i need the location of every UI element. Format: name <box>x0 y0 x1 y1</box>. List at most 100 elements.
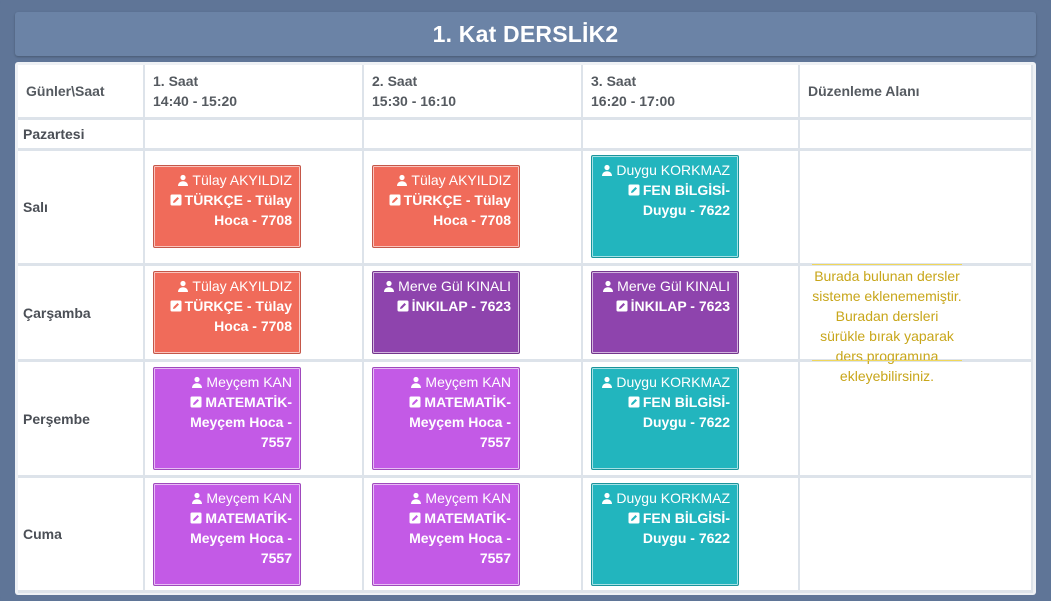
lesson-name: MATEMATİK- Meyçem Hoca - 7557 <box>409 510 511 566</box>
user-icon <box>192 492 203 504</box>
edit-area-cell[interactable] <box>800 120 1033 151</box>
lesson-card[interactable]: Merve Gül KINALI İNKILAP - 7623 <box>591 271 739 354</box>
schedule-table: Günler\Saat 1. Saat 14:40 - 15:20 2. Saat… <box>18 65 1033 593</box>
slot-cell[interactable]: Duygu KORKMAZ FEN BİLGİSİ- Duygu - 7622 <box>583 362 800 478</box>
header-row: Günler\Saat 1. Saat 14:40 - 15:20 2. Saat… <box>18 65 1033 120</box>
teacher-name: Meyçem KAN <box>206 374 292 390</box>
user-icon <box>411 376 422 388</box>
user-icon <box>384 280 395 292</box>
column-header-edit-area: Düzenleme Alanı <box>800 65 1033 120</box>
slot-cell[interactable]: Meyçem KAN MATEMATİK- Meyçem Hoca - 7557 <box>364 478 583 593</box>
slot-cell[interactable] <box>364 120 583 151</box>
slot-label: 1. Saat <box>153 73 199 89</box>
teacher-name: Tülay AKYILDIZ <box>192 172 292 188</box>
header-bar: 1. Kat DERSLİK2 <box>15 12 1036 56</box>
lesson-card[interactable]: Tülay AKYILDIZ TÜRKÇE - Tülay Hoca - 770… <box>153 165 301 248</box>
edit-icon <box>170 194 182 206</box>
lesson-card[interactable]: Meyçem KAN MATEMATİK- Meyçem Hoca - 7557 <box>372 367 520 470</box>
slot-cell[interactable]: Tülay AKYILDIZ TÜRKÇE - Tülay Hoca - 770… <box>145 151 364 266</box>
slot-time: 14:40 - 15:20 <box>153 93 238 109</box>
edit-icon <box>170 300 182 312</box>
edit-icon <box>190 512 202 524</box>
teacher-name: Merve Gül KINALI <box>398 278 511 294</box>
slot-cell[interactable]: Duygu KORKMAZ FEN BİLGİSİ- Duygu - 7622 <box>583 478 800 593</box>
lesson-name: MATEMATİK- Meyçem Hoca - 7557 <box>409 394 511 450</box>
slot-cell[interactable]: Meyçem KAN MATEMATİK- Meyçem Hoca - 7557 <box>145 362 364 478</box>
edit-icon <box>628 512 640 524</box>
column-header-days: Günler\Saat <box>18 65 145 120</box>
lesson-name: FEN BİLGİSİ- Duygu - 7622 <box>642 510 730 546</box>
note-divider <box>812 360 962 361</box>
lesson-card[interactable]: Tülay AKYILDIZ TÜRKÇE - Tülay Hoca - 770… <box>153 271 301 354</box>
teacher-name: Tülay AKYILDIZ <box>411 172 511 188</box>
slot-cell[interactable]: Merve Gül KINALI İNKILAP - 7623 <box>364 266 583 362</box>
lesson-card[interactable]: Merve Gül KINALI İNKILAP - 7623 <box>372 271 520 354</box>
row-cuma: Cuma Meyçem KAN MATEMATİK- Meyçem Hoca -… <box>18 478 1033 593</box>
lesson-name: TÜRKÇE - Tülay Hoca - 7708 <box>403 192 511 228</box>
schedule-panel: Günler\Saat 1. Saat 14:40 - 15:20 2. Saat… <box>15 62 1036 595</box>
lesson-name: FEN BİLGİSİ- Duygu - 7622 <box>642 394 730 430</box>
user-icon <box>397 174 408 186</box>
edit-icon <box>409 396 421 408</box>
lesson-card[interactable]: Duygu KORKMAZ FEN BİLGİSİ- Duygu - 7622 <box>591 367 739 470</box>
lesson-name: FEN BİLGİSİ- Duygu - 7622 <box>642 182 730 218</box>
slot-time: 16:20 - 17:00 <box>591 93 676 109</box>
row-persembe: Perşembe Meyçem KAN MATEMATİK- Meyçem Ho… <box>18 362 1033 478</box>
day-label: Perşembe <box>18 362 145 478</box>
lesson-name: MATEMATİK- Meyçem Hoca - 7557 <box>190 394 292 450</box>
day-label: Çarşamba <box>18 266 145 362</box>
edit-area-cell[interactable] <box>800 478 1033 593</box>
slot-label: 3. Saat <box>591 73 637 89</box>
teacher-name: Meyçem KAN <box>425 490 511 506</box>
slot-cell[interactable]: Duygu KORKMAZ FEN BİLGİSİ- Duygu - 7622 <box>583 151 800 266</box>
lesson-name: TÜRKÇE - Tülay Hoca - 7708 <box>184 298 292 334</box>
edit-icon <box>190 396 202 408</box>
column-header-slot-3: 3. Saat 16:20 - 17:00 <box>583 65 800 120</box>
lesson-name: MATEMATİK- Meyçem Hoca - 7557 <box>190 510 292 566</box>
row-sali: Salı Tülay AKYILDIZ TÜRKÇE - Tülay Hoca … <box>18 151 1033 266</box>
edit-icon <box>616 300 628 312</box>
slot-cell[interactable]: Meyçem KAN MATEMATİK- Meyçem Hoca - 7557 <box>364 362 583 478</box>
lesson-card[interactable]: Meyçem KAN MATEMATİK- Meyçem Hoca - 7557 <box>153 483 301 586</box>
slot-cell[interactable] <box>145 120 364 151</box>
day-label: Cuma <box>18 478 145 593</box>
edit-area-cell[interactable] <box>800 362 1033 478</box>
lesson-card[interactable]: Duygu KORKMAZ FEN BİLGİSİ- Duygu - 7622 <box>591 155 739 258</box>
user-icon <box>411 492 422 504</box>
column-header-slot-2: 2. Saat 15:30 - 16:10 <box>364 65 583 120</box>
row-carsamba: Çarşamba Tülay AKYILDIZ TÜRKÇE - Tülay H… <box>18 266 1033 362</box>
slot-cell[interactable]: Meyçem KAN MATEMATİK- Meyçem Hoca - 7557 <box>145 478 364 593</box>
lesson-name: İNKILAP - 7623 <box>630 298 730 314</box>
lesson-card[interactable]: Duygu KORKMAZ FEN BİLGİSİ- Duygu - 7622 <box>591 483 739 586</box>
note-divider <box>812 264 962 265</box>
teacher-name: Duygu KORKMAZ <box>616 162 730 178</box>
slot-label: 2. Saat <box>372 73 418 89</box>
teacher-name: Merve Gül KINALI <box>617 278 730 294</box>
slot-time: 15:30 - 16:10 <box>372 93 457 109</box>
user-icon <box>178 174 189 186</box>
lesson-card[interactable]: Meyçem KAN MATEMATİK- Meyçem Hoca - 7557 <box>372 483 520 586</box>
teacher-name: Duygu KORKMAZ <box>616 374 730 390</box>
edit-icon <box>628 396 640 408</box>
edit-icon <box>397 300 409 312</box>
edit-icon <box>628 184 640 196</box>
slot-cell[interactable]: Tülay AKYILDIZ TÜRKÇE - Tülay Hoca - 770… <box>145 266 364 362</box>
edit-icon <box>389 194 401 206</box>
user-icon <box>602 376 613 388</box>
day-label: Salı <box>18 151 145 266</box>
edit-icon <box>409 512 421 524</box>
slot-cell[interactable] <box>583 120 800 151</box>
teacher-name: Meyçem KAN <box>425 374 511 390</box>
page-title: 1. Kat DERSLİK2 <box>432 20 619 47</box>
slot-cell[interactable]: Tülay AKYILDIZ TÜRKÇE - Tülay Hoca - 770… <box>364 151 583 266</box>
teacher-name: Meyçem KAN <box>206 490 292 506</box>
user-icon <box>603 280 614 292</box>
lesson-card[interactable]: Tülay AKYILDIZ TÜRKÇE - Tülay Hoca - 770… <box>372 165 520 248</box>
edit-area-cell[interactable] <box>800 151 1033 266</box>
user-icon <box>602 492 613 504</box>
slot-cell[interactable]: Merve Gül KINALI İNKILAP - 7623 <box>583 266 800 362</box>
user-icon <box>178 280 189 292</box>
teacher-name: Duygu KORKMAZ <box>616 490 730 506</box>
lesson-card[interactable]: Meyçem KAN MATEMATİK- Meyçem Hoca - 7557 <box>153 367 301 470</box>
